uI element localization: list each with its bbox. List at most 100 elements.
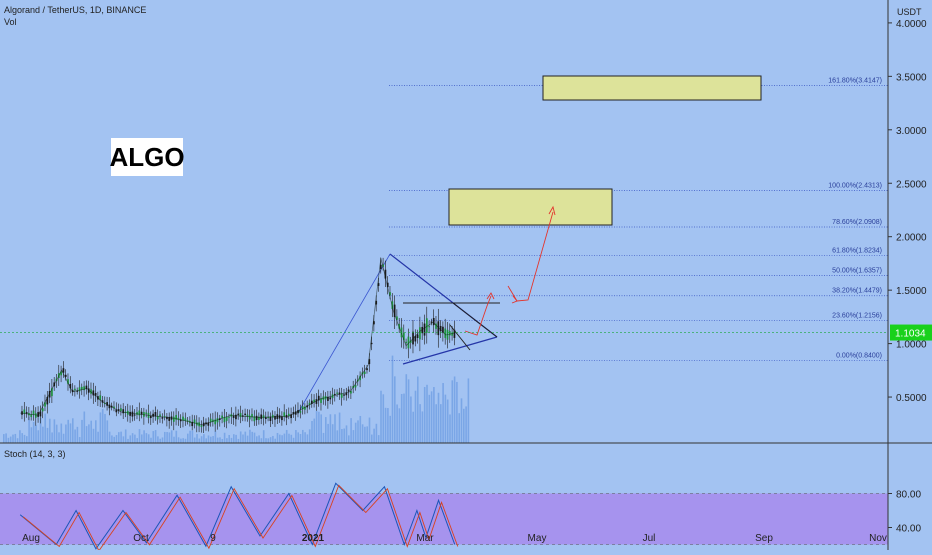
pullback-arrowhead bbox=[511, 295, 518, 304]
y-axis-tick-label: 4.0000 bbox=[896, 19, 927, 30]
candle-body bbox=[161, 417, 164, 419]
candle-body bbox=[274, 416, 276, 420]
volume-bar bbox=[221, 438, 224, 443]
volume-bar bbox=[5, 433, 7, 443]
candle-body bbox=[184, 418, 187, 421]
candle-body bbox=[83, 386, 85, 391]
candle-body bbox=[297, 410, 299, 414]
volume-bar bbox=[251, 431, 253, 443]
volume-bar bbox=[85, 426, 88, 443]
x-axis-tick-label: 9 bbox=[210, 533, 216, 544]
candle-body bbox=[228, 416, 230, 418]
price-line bbox=[20, 257, 455, 426]
candle-body bbox=[432, 318, 435, 326]
volume-bar bbox=[283, 433, 286, 443]
volume-bar bbox=[170, 430, 173, 443]
triangle-lower-line bbox=[402, 336, 498, 365]
candle-body bbox=[51, 388, 53, 397]
volume-bar bbox=[343, 428, 345, 443]
candle-body bbox=[69, 384, 72, 389]
volume-bar bbox=[331, 424, 334, 443]
volume-bar bbox=[315, 411, 318, 443]
x-axis-tick-label: Sep bbox=[755, 533, 773, 544]
candle-body bbox=[347, 389, 350, 392]
candle-body bbox=[442, 326, 444, 333]
candle-body bbox=[76, 390, 79, 392]
stoch-d-line bbox=[22, 484, 459, 552]
candle-body bbox=[379, 264, 382, 270]
volume-bar bbox=[226, 438, 228, 443]
candle-body bbox=[317, 395, 320, 401]
candle-body bbox=[115, 409, 118, 413]
volume-bar bbox=[239, 431, 242, 443]
candle-body bbox=[138, 410, 141, 416]
volume-bar bbox=[433, 387, 435, 443]
volume-bar bbox=[246, 435, 249, 443]
stoch-label[interactable]: Stoch (14, 3, 3) bbox=[4, 449, 66, 459]
candle-body bbox=[304, 406, 306, 410]
volume-bar bbox=[129, 435, 132, 443]
candle-body bbox=[299, 410, 302, 413]
x-axis-tick-label: Aug bbox=[22, 533, 40, 544]
volume-bar bbox=[177, 437, 180, 443]
volume-bar bbox=[9, 436, 12, 443]
candle-body bbox=[290, 414, 292, 419]
volume-bar bbox=[198, 438, 201, 443]
volume-bar bbox=[288, 433, 290, 443]
candle-body bbox=[159, 414, 161, 417]
candle-body bbox=[425, 318, 428, 333]
candle-body bbox=[235, 414, 237, 420]
candle-body bbox=[239, 413, 242, 418]
candle-body bbox=[195, 422, 198, 426]
volume-bar bbox=[173, 436, 175, 443]
candle-body bbox=[152, 413, 154, 417]
volume-bar bbox=[366, 426, 368, 443]
volume-bar bbox=[7, 437, 10, 443]
volume-bar bbox=[97, 431, 99, 443]
candle-body bbox=[327, 396, 329, 401]
fib-level-label: 78.60%(2.0908) bbox=[832, 219, 882, 226]
volume-bar bbox=[299, 434, 302, 443]
candle-body bbox=[166, 416, 168, 420]
volume-bar bbox=[104, 413, 106, 443]
candle-body bbox=[435, 323, 437, 329]
volume-bar bbox=[196, 434, 198, 443]
volume-bar bbox=[32, 421, 35, 443]
candle-body bbox=[384, 269, 387, 279]
volume-bar bbox=[219, 437, 221, 443]
volume-bar bbox=[354, 422, 357, 443]
candle-body bbox=[106, 402, 108, 406]
candle-body bbox=[267, 416, 269, 419]
candle-body bbox=[310, 400, 313, 404]
candle-body bbox=[122, 409, 125, 414]
volume-bar bbox=[336, 430, 339, 443]
volume-label[interactable]: Vol bbox=[4, 17, 17, 27]
volume-bar bbox=[81, 419, 83, 443]
volume-bar bbox=[437, 392, 440, 443]
volume-bar bbox=[230, 437, 233, 443]
candle-body bbox=[117, 409, 120, 411]
price-series: 1.1034 bbox=[0, 257, 932, 434]
volume-bar bbox=[274, 438, 276, 443]
candle-body bbox=[154, 412, 157, 417]
algo-ticker-box: ALGO bbox=[109, 138, 185, 176]
volume-bar bbox=[60, 423, 63, 443]
volume-bar bbox=[44, 413, 46, 443]
volume-bar bbox=[237, 438, 240, 443]
volume-bar bbox=[412, 411, 414, 443]
volume-bar bbox=[421, 411, 424, 443]
volume-bar bbox=[458, 413, 460, 443]
candle-body bbox=[136, 412, 138, 415]
last-price-badge bbox=[890, 324, 932, 341]
volume-bar bbox=[228, 434, 230, 443]
volume-bar bbox=[384, 407, 387, 443]
chart-symbol-title[interactable]: Algorand / TetherUS, 1D, BINANCE bbox=[4, 5, 147, 15]
volume-bar bbox=[419, 404, 421, 443]
x-axis-tick-label: Oct bbox=[133, 533, 149, 544]
volume-bar bbox=[65, 424, 67, 443]
volume-bar bbox=[233, 434, 235, 443]
volume-bar bbox=[74, 429, 76, 443]
volume-bar bbox=[35, 425, 37, 443]
volume-bar bbox=[21, 433, 23, 443]
